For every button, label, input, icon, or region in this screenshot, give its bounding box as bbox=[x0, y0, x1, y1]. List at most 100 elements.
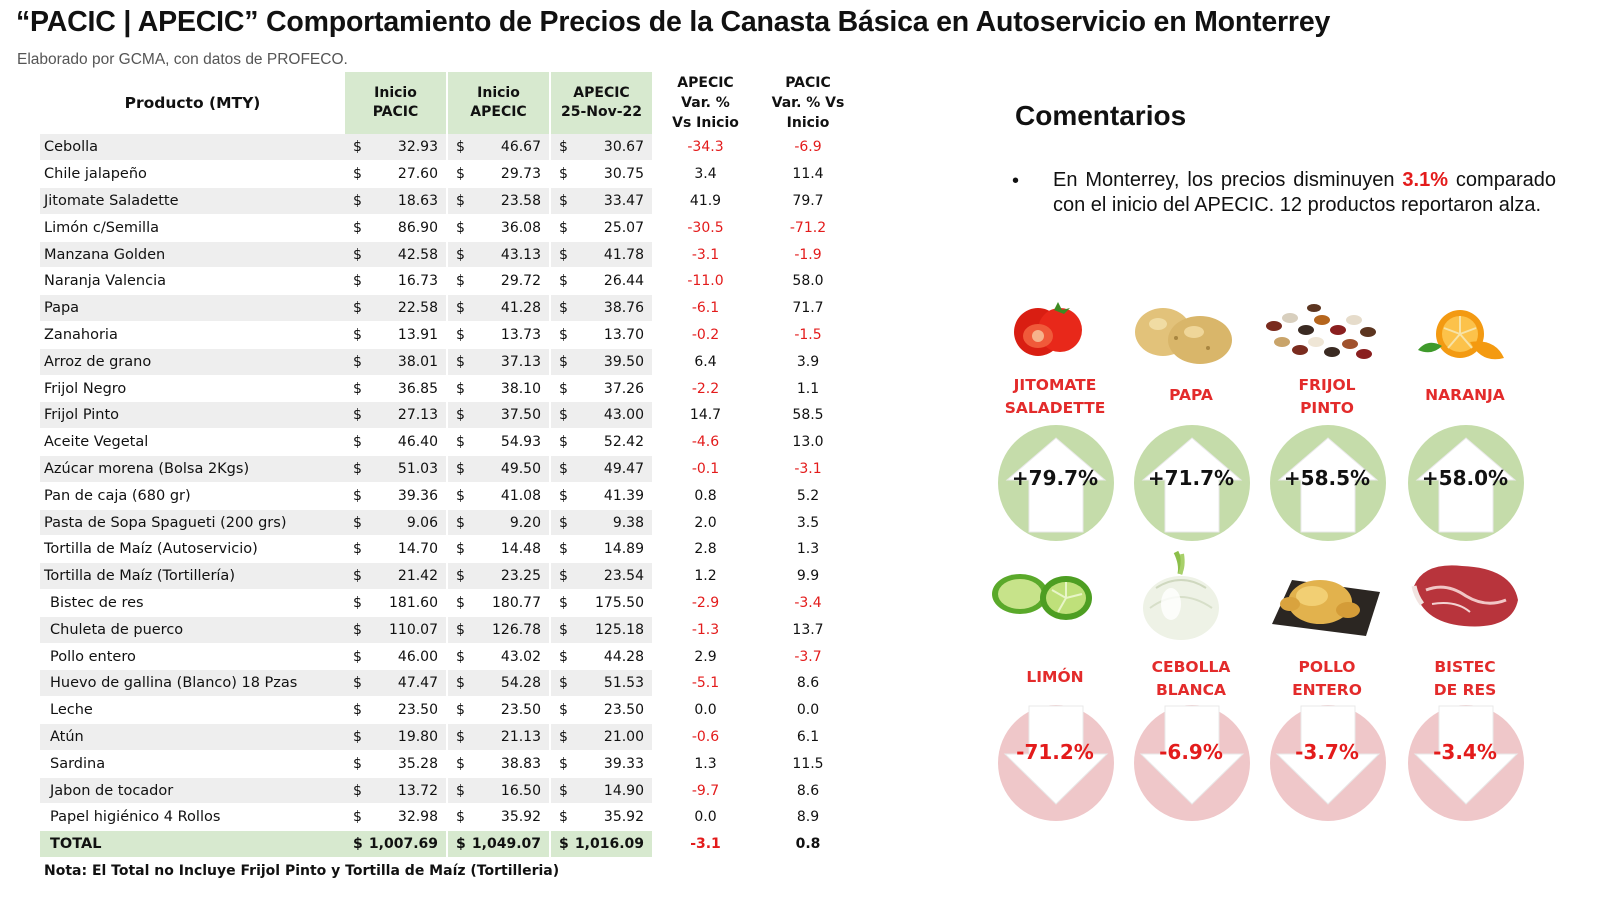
price-value: 46.40 bbox=[397, 434, 438, 451]
increase-card: NARANJA +58.0% bbox=[1400, 296, 1530, 541]
table-row: Cebolla $32.93 $46.67 $30.67 -34.3 -6.9 bbox=[40, 134, 859, 162]
up-arrow-icon bbox=[1408, 425, 1524, 541]
price-value: 51.03 bbox=[397, 460, 438, 477]
pacic-variation: 58.0 bbox=[757, 267, 859, 296]
currency-symbol: $ bbox=[559, 836, 569, 853]
price-value: 35.92 bbox=[603, 809, 644, 826]
price-value: 23.25 bbox=[500, 568, 541, 585]
pacic-variation: 1.1 bbox=[757, 375, 859, 403]
decrease-value: -6.9% bbox=[1159, 740, 1223, 764]
currency-symbol: $ bbox=[456, 648, 465, 665]
currency-symbol: $ bbox=[353, 139, 362, 156]
currency-symbol: $ bbox=[353, 514, 362, 531]
price-value: 23.54 bbox=[603, 568, 644, 585]
header-inicio-apecic: Inicio APECIC bbox=[447, 72, 551, 134]
price-value: 9.06 bbox=[406, 514, 438, 531]
page-title: “PACIC | APECIC” Comportamiento de Preci… bbox=[16, 6, 1331, 38]
price-value: 181.60 bbox=[389, 594, 438, 611]
price-value: 23.58 bbox=[500, 192, 541, 209]
apecic-variation: -5.1 bbox=[653, 669, 757, 698]
price-value: 39.50 bbox=[603, 353, 644, 370]
pacic-variation: 58.5 bbox=[757, 401, 859, 430]
currency-symbol: $ bbox=[456, 541, 465, 558]
product-label: LIMÓN bbox=[1026, 668, 1084, 686]
table-row: Sardina $35.28 $38.83 $39.33 1.3 11.5 bbox=[40, 750, 859, 778]
price-value: 14.70 bbox=[397, 541, 438, 558]
price-value: 42.58 bbox=[397, 246, 438, 263]
price-value: 51.53 bbox=[603, 675, 644, 692]
currency-symbol: $ bbox=[456, 460, 465, 477]
apecic-variation: -6.1 bbox=[653, 294, 757, 323]
currency-symbol: $ bbox=[559, 460, 568, 477]
currency-symbol: $ bbox=[559, 353, 568, 370]
price-value: 39.36 bbox=[397, 487, 438, 504]
pacic-variation: 13.0 bbox=[757, 428, 859, 457]
product-name: Limón c/Semilla bbox=[40, 214, 345, 242]
price-value: 9.38 bbox=[612, 514, 644, 531]
apecic-variation: -3.1 bbox=[653, 241, 757, 269]
price-value: 41.08 bbox=[500, 487, 541, 504]
header-apecic-var: APECIC Var. % Vs Inicio bbox=[653, 72, 757, 134]
currency-symbol: $ bbox=[456, 702, 465, 719]
price-value: 43.00 bbox=[603, 407, 644, 424]
price-value: 27.13 bbox=[397, 407, 438, 424]
price-value: 1,007.69 bbox=[368, 836, 438, 853]
currency-symbol: $ bbox=[559, 407, 568, 424]
currency-symbol: $ bbox=[559, 300, 568, 317]
currency-symbol: $ bbox=[559, 809, 568, 826]
apecic-variation: 0.0 bbox=[653, 803, 757, 832]
price-value: 23.50 bbox=[500, 702, 541, 719]
price-value: 32.98 bbox=[397, 809, 438, 826]
table-row: Papa $22.58 $41.28 $38.76 -6.1 71.7 bbox=[40, 294, 859, 323]
currency-symbol: $ bbox=[559, 273, 568, 290]
header-apecic-date: APECIC 25-Nov-22 bbox=[550, 72, 654, 134]
price-value: 38.76 bbox=[603, 300, 644, 317]
currency-symbol: $ bbox=[559, 326, 568, 343]
product-name: Aceite Vegetal bbox=[40, 428, 345, 457]
down-arrow-icon bbox=[1408, 705, 1524, 821]
price-value: 43.13 bbox=[500, 246, 541, 263]
increase-value: +58.5% bbox=[1283, 466, 1371, 490]
product-name: Tortilla de Maíz (Tortillería) bbox=[40, 562, 345, 591]
table-row: Leche $23.50 $23.50 $23.50 0.0 0.0 bbox=[40, 696, 859, 725]
currency-symbol: $ bbox=[353, 702, 362, 719]
table-row: Zanahoria $13.91 $13.73 $13.70 -0.2 -1.5 bbox=[40, 321, 859, 349]
product-name: Sardina bbox=[40, 750, 345, 778]
comment-highlight: 3.1% bbox=[1402, 169, 1448, 191]
increase-value: +79.7% bbox=[1011, 466, 1099, 490]
price-value: 125.18 bbox=[595, 621, 644, 638]
currency-symbol: $ bbox=[353, 460, 362, 477]
pacic-variation: -1.5 bbox=[757, 321, 859, 349]
down-arrow-icon bbox=[998, 705, 1114, 821]
currency-symbol: $ bbox=[353, 648, 362, 665]
currency-symbol: $ bbox=[456, 166, 465, 183]
price-value: 46.67 bbox=[500, 139, 541, 156]
currency-symbol: $ bbox=[353, 380, 362, 397]
decrease-card: CEBOLLA BLANCA -6.9% bbox=[1126, 550, 1256, 821]
price-value: 35.28 bbox=[397, 755, 438, 772]
comments-title: Comentarios bbox=[1015, 100, 1187, 131]
price-value: 54.28 bbox=[500, 675, 541, 692]
currency-symbol: $ bbox=[353, 782, 362, 799]
decrease-value: -3.4% bbox=[1433, 740, 1497, 764]
price-value: 43.02 bbox=[500, 648, 541, 665]
currency-symbol: $ bbox=[559, 568, 568, 585]
currency-symbol: $ bbox=[456, 568, 465, 585]
pacic-variation: 8.6 bbox=[757, 669, 859, 698]
currency-symbol: $ bbox=[353, 434, 362, 451]
table-row: Pasta de Sopa Spagueti (200 grs) $9.06 $9.… bbox=[40, 509, 859, 537]
currency-symbol: $ bbox=[559, 139, 568, 156]
product-name: Jabon de tocador bbox=[40, 777, 345, 805]
price-value: 38.83 bbox=[500, 755, 541, 772]
price-value: 21.00 bbox=[603, 728, 644, 745]
apecic-variation: -2.2 bbox=[653, 375, 757, 403]
apecic-variation: 1.3 bbox=[653, 750, 757, 778]
price-value: 36.85 bbox=[397, 380, 438, 397]
currency-symbol: $ bbox=[456, 434, 465, 451]
currency-symbol: $ bbox=[559, 702, 568, 719]
currency-symbol: $ bbox=[456, 809, 465, 826]
pacic-variation: 11.5 bbox=[757, 750, 859, 778]
currency-symbol: $ bbox=[353, 755, 362, 772]
currency-symbol: $ bbox=[456, 246, 465, 263]
product-name: Frijol Pinto bbox=[40, 401, 345, 430]
